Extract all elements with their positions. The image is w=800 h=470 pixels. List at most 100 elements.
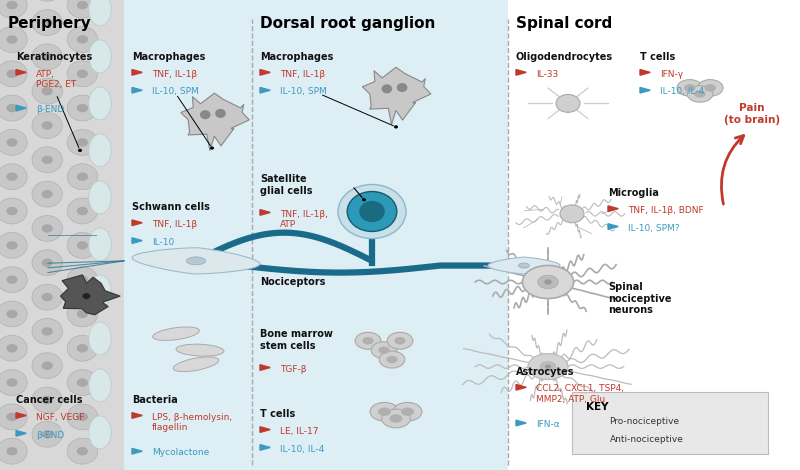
Ellipse shape <box>32 181 62 207</box>
Ellipse shape <box>32 250 62 276</box>
Ellipse shape <box>6 172 18 181</box>
Ellipse shape <box>153 327 199 340</box>
Ellipse shape <box>338 185 406 239</box>
Ellipse shape <box>89 369 111 402</box>
Text: β-END: β-END <box>36 431 64 439</box>
Ellipse shape <box>67 233 98 258</box>
Ellipse shape <box>186 257 206 265</box>
Ellipse shape <box>32 319 62 345</box>
Polygon shape <box>16 105 26 111</box>
Polygon shape <box>132 238 142 243</box>
Ellipse shape <box>42 258 53 267</box>
Ellipse shape <box>359 201 385 222</box>
Text: KEY: KEY <box>586 402 608 412</box>
Ellipse shape <box>6 344 18 352</box>
Text: Anti-nociceptive: Anti-nociceptive <box>610 435 683 444</box>
Ellipse shape <box>42 121 53 130</box>
Ellipse shape <box>0 130 27 156</box>
Text: IFN-γ: IFN-γ <box>660 70 683 78</box>
Text: Schwann cells: Schwann cells <box>132 202 210 212</box>
Ellipse shape <box>0 61 27 87</box>
Ellipse shape <box>522 266 574 298</box>
Text: Pro-nociceptive: Pro-nociceptive <box>610 417 680 426</box>
Polygon shape <box>516 384 526 390</box>
Polygon shape <box>132 70 142 75</box>
Ellipse shape <box>42 361 53 370</box>
Ellipse shape <box>42 224 53 233</box>
Ellipse shape <box>42 327 53 336</box>
Polygon shape <box>61 275 120 315</box>
Polygon shape <box>132 220 142 226</box>
Polygon shape <box>260 365 270 370</box>
Ellipse shape <box>173 357 219 372</box>
Polygon shape <box>608 206 618 212</box>
Ellipse shape <box>67 95 98 121</box>
Text: Spinal
nociceptive
neurons: Spinal nociceptive neurons <box>608 282 671 315</box>
Ellipse shape <box>89 87 111 120</box>
Ellipse shape <box>77 172 88 181</box>
Ellipse shape <box>6 207 18 215</box>
Ellipse shape <box>382 84 392 94</box>
Ellipse shape <box>684 84 695 92</box>
Ellipse shape <box>32 10 62 36</box>
Ellipse shape <box>705 84 716 92</box>
Ellipse shape <box>544 279 552 285</box>
Text: TGF-β: TGF-β <box>280 365 306 374</box>
Polygon shape <box>132 413 142 418</box>
Ellipse shape <box>67 0 98 18</box>
Ellipse shape <box>67 27 98 53</box>
Text: IFN-α: IFN-α <box>536 420 560 429</box>
Text: Satellite
glial cells: Satellite glial cells <box>260 174 313 196</box>
Polygon shape <box>132 448 142 454</box>
Polygon shape <box>586 417 597 424</box>
Text: LE, IL-17: LE, IL-17 <box>280 427 318 436</box>
Ellipse shape <box>67 267 98 292</box>
Ellipse shape <box>6 310 18 318</box>
Ellipse shape <box>42 396 53 404</box>
Ellipse shape <box>67 369 98 396</box>
Text: TNF, IL-1β: TNF, IL-1β <box>152 70 197 78</box>
Ellipse shape <box>67 130 98 156</box>
Ellipse shape <box>401 407 414 416</box>
Ellipse shape <box>176 344 224 356</box>
Ellipse shape <box>556 94 580 112</box>
Ellipse shape <box>215 109 226 118</box>
Text: IL-10, IL-4: IL-10, IL-4 <box>280 445 324 454</box>
FancyBboxPatch shape <box>508 0 800 470</box>
Text: Spinal cord: Spinal cord <box>516 16 612 31</box>
Text: Periphery: Periphery <box>8 16 92 31</box>
Ellipse shape <box>32 387 62 413</box>
Ellipse shape <box>362 337 374 345</box>
Ellipse shape <box>397 83 407 92</box>
Text: IL-10: IL-10 <box>152 238 174 247</box>
Ellipse shape <box>6 70 18 78</box>
Ellipse shape <box>677 79 702 96</box>
Ellipse shape <box>67 301 98 327</box>
Ellipse shape <box>42 18 53 27</box>
Ellipse shape <box>77 413 88 421</box>
Ellipse shape <box>394 337 406 345</box>
Ellipse shape <box>67 164 98 190</box>
Ellipse shape <box>387 332 413 349</box>
Ellipse shape <box>67 61 98 87</box>
Ellipse shape <box>32 422 62 447</box>
Polygon shape <box>132 87 142 93</box>
Ellipse shape <box>538 275 558 289</box>
Ellipse shape <box>77 104 88 112</box>
Text: Oligodendrocytes: Oligodendrocytes <box>516 52 613 62</box>
Polygon shape <box>260 87 270 93</box>
Polygon shape <box>608 224 618 229</box>
Ellipse shape <box>355 332 381 349</box>
Ellipse shape <box>77 241 88 250</box>
Text: T cells: T cells <box>260 409 295 419</box>
Text: Microglia: Microglia <box>608 188 659 198</box>
Polygon shape <box>516 70 526 75</box>
Ellipse shape <box>370 402 399 421</box>
Polygon shape <box>640 70 650 75</box>
Ellipse shape <box>200 110 210 119</box>
Text: Macrophages: Macrophages <box>260 52 334 62</box>
Ellipse shape <box>82 293 90 299</box>
Ellipse shape <box>6 1 18 9</box>
Text: Dorsal root ganglion: Dorsal root ganglion <box>260 16 435 31</box>
Polygon shape <box>640 87 650 93</box>
